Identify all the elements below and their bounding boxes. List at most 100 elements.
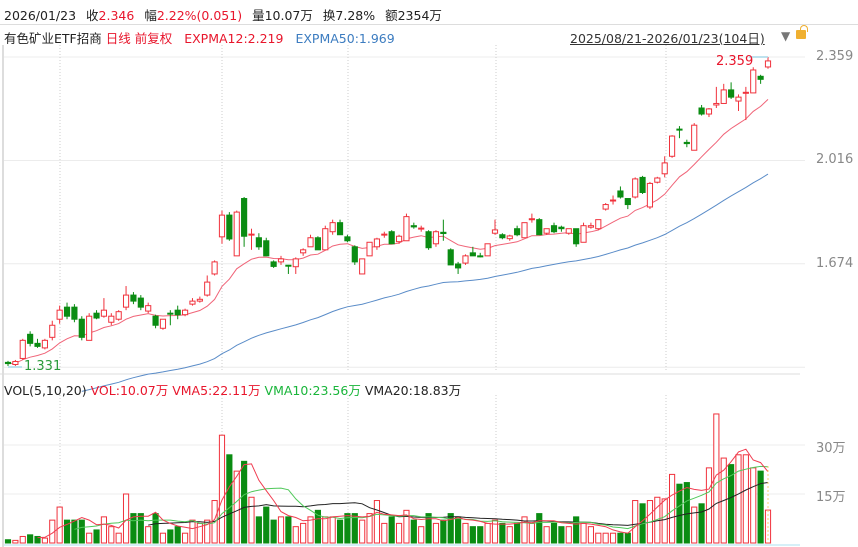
- vma10-value: VMA10:23.56万: [264, 383, 361, 398]
- candle-body: [159, 318, 167, 329]
- candle-body: [137, 297, 144, 308]
- volume-bar: [742, 454, 749, 544]
- volume-bar: [108, 526, 115, 544]
- volume-bar: [277, 516, 285, 544]
- volume-bar: [403, 509, 410, 544]
- adjust-selector[interactable]: 前复权: [134, 31, 173, 46]
- expma12-line: [7, 99, 769, 365]
- candle-body: [270, 261, 277, 267]
- candle-body: [654, 177, 661, 183]
- candle-body: [122, 294, 130, 308]
- volume-bar: [19, 535, 26, 544]
- volume-bar: [632, 500, 639, 544]
- ema12-legend: EXPMA12:2.219: [184, 31, 284, 46]
- candle-body: [639, 176, 646, 193]
- candle-body: [764, 60, 772, 68]
- vma10-line: [74, 465, 769, 530]
- period-selector[interactable]: 日线: [105, 31, 131, 46]
- quote-date: 2026/01/23: [4, 8, 77, 23]
- volume-bar: [558, 526, 565, 544]
- candle-body: [543, 228, 550, 234]
- candle-body: [602, 204, 609, 210]
- date-range[interactable]: 2025/08/21-2026/01/23(104日): [570, 31, 765, 46]
- volume-bar: [432, 522, 440, 544]
- candle-body: [587, 225, 594, 228]
- candle-body: [565, 228, 572, 234]
- volume-bar: [624, 532, 631, 544]
- candle-body: [595, 219, 602, 230]
- min-price-label: 1.331: [24, 359, 62, 374]
- candle-body: [484, 243, 491, 257]
- close-value: 2.346: [98, 8, 135, 23]
- volume-bar: [63, 519, 71, 544]
- volume-bar: [145, 526, 152, 544]
- volume-bar: [241, 460, 248, 544]
- volume-bar: [410, 519, 417, 544]
- volume-bar: [418, 526, 425, 544]
- candle-body: [108, 315, 115, 323]
- candle-body: [617, 190, 624, 198]
- candle-body: [277, 258, 285, 263]
- candle-body: [41, 339, 48, 349]
- candle-body: [668, 135, 676, 157]
- vma5-line: [37, 448, 769, 539]
- candle-body: [218, 214, 226, 238]
- candle-body: [152, 315, 159, 326]
- volume-bar: [565, 526, 572, 544]
- volume-bar: [425, 513, 432, 544]
- candle-body: [735, 96, 742, 102]
- volume-bar: [668, 473, 676, 544]
- volume-bar: [595, 532, 602, 544]
- candle-body: [4, 361, 12, 365]
- candle-body: [698, 107, 705, 115]
- candle-body: [86, 315, 93, 341]
- candle-body: [34, 342, 41, 347]
- volume-bar: [233, 470, 240, 544]
- candle-body: [115, 311, 122, 320]
- volume-bar: [122, 493, 130, 544]
- amount-value: 2354万: [397, 8, 442, 23]
- candle-body: [366, 241, 373, 257]
- volume-bar: [698, 503, 705, 544]
- volume-bar: [455, 516, 462, 544]
- candle-body: [683, 141, 690, 145]
- volume-bar: [550, 522, 558, 544]
- volume-bar: [218, 434, 226, 544]
- candle-body: [713, 102, 720, 106]
- amount-label: 额: [385, 8, 398, 23]
- volume-bar: [691, 506, 698, 544]
- vma20-line: [148, 482, 769, 526]
- volume-bar: [499, 522, 506, 544]
- candle-body: [491, 229, 499, 234]
- ema50-legend: EXPMA50:1.969: [295, 31, 395, 46]
- candle-body: [12, 360, 19, 365]
- candle-body: [757, 75, 764, 80]
- volume-bar: [78, 519, 85, 544]
- candle-body: [329, 222, 336, 233]
- price-tick: 2.016: [816, 152, 854, 167]
- vma5-value: VMA5:22.11万: [172, 383, 261, 398]
- candle-body: [499, 234, 506, 239]
- volume-bar: [152, 513, 159, 544]
- volume-bar: [137, 513, 144, 544]
- lock-open-icon[interactable]: [796, 25, 808, 39]
- candle-body: [263, 240, 270, 257]
- candle-body: [93, 312, 100, 319]
- volume-bar: [4, 539, 12, 544]
- volume-value: 10.07万: [264, 8, 313, 23]
- candle-body: [632, 178, 639, 198]
- vma20-value: VMA20:18.83万: [364, 383, 462, 398]
- candle-body: [226, 214, 233, 240]
- candle-body: [447, 249, 454, 266]
- volume-bar: [34, 535, 41, 544]
- candle-body: [705, 108, 713, 115]
- volume-bar: [41, 537, 48, 544]
- volume-bar: [521, 516, 528, 544]
- volume-bar: [506, 526, 513, 544]
- candle-body: [580, 225, 587, 243]
- volume-bar: [528, 522, 535, 544]
- triangle-down-icon[interactable]: ▼: [781, 29, 791, 43]
- candle-body: [381, 233, 388, 236]
- volume-tick: 15万: [816, 490, 846, 505]
